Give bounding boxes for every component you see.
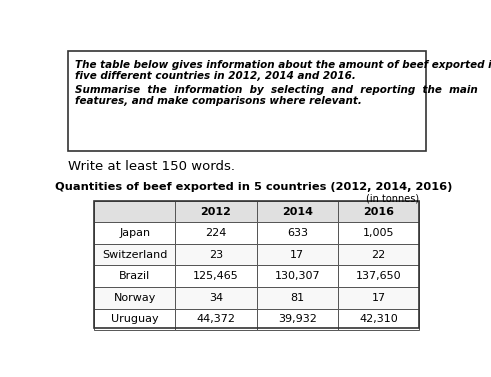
Bar xyxy=(338,244,419,265)
Bar xyxy=(257,309,338,330)
Text: 44,372: 44,372 xyxy=(196,314,236,324)
Text: 22: 22 xyxy=(372,250,386,260)
Text: Japan: Japan xyxy=(119,228,150,238)
Text: 137,650: 137,650 xyxy=(356,271,402,281)
Text: 17: 17 xyxy=(290,250,304,260)
Bar xyxy=(94,265,175,287)
Bar xyxy=(338,309,419,330)
Bar xyxy=(175,265,257,287)
Text: (in tonnes): (in tonnes) xyxy=(366,194,419,204)
Text: Brazil: Brazil xyxy=(119,271,150,281)
Text: 224: 224 xyxy=(205,228,227,238)
Text: five different countries in 2012, 2014 and 2016.: five different countries in 2012, 2014 a… xyxy=(75,70,356,81)
Bar xyxy=(94,222,175,244)
Bar xyxy=(257,244,338,265)
Bar xyxy=(94,244,175,265)
Text: features, and make comparisons where relevant.: features, and make comparisons where rel… xyxy=(75,96,362,106)
Bar xyxy=(175,201,257,222)
Text: 130,307: 130,307 xyxy=(274,271,320,281)
Text: 34: 34 xyxy=(209,293,223,303)
Bar xyxy=(338,287,419,309)
Text: Switzerland: Switzerland xyxy=(102,250,167,260)
Bar xyxy=(257,222,338,244)
Bar xyxy=(175,222,257,244)
Text: Uruguay: Uruguay xyxy=(111,314,159,324)
Text: 23: 23 xyxy=(209,250,223,260)
Bar xyxy=(257,287,338,309)
Text: 17: 17 xyxy=(372,293,386,303)
Bar xyxy=(175,244,257,265)
Text: 81: 81 xyxy=(290,293,304,303)
Text: 2012: 2012 xyxy=(200,207,231,216)
Text: 2016: 2016 xyxy=(363,207,394,216)
Bar xyxy=(94,201,175,222)
Bar xyxy=(175,309,257,330)
Bar xyxy=(68,51,426,151)
Text: Write at least 150 words.: Write at least 150 words. xyxy=(68,160,235,173)
Bar xyxy=(257,265,338,287)
Text: 1,005: 1,005 xyxy=(363,228,394,238)
Text: 2014: 2014 xyxy=(282,207,313,216)
Text: 42,310: 42,310 xyxy=(359,314,398,324)
Text: Norway: Norway xyxy=(113,293,156,303)
Text: 125,465: 125,465 xyxy=(193,271,239,281)
Text: Quantities of beef exported in 5 countries (2012, 2014, 2016): Quantities of beef exported in 5 countri… xyxy=(55,182,452,192)
Bar xyxy=(94,309,175,330)
Bar xyxy=(94,201,419,328)
Bar xyxy=(175,287,257,309)
Text: 39,932: 39,932 xyxy=(278,314,317,324)
Bar xyxy=(338,265,419,287)
Text: The table below gives information about the amount of beef exported in: The table below gives information about … xyxy=(75,60,491,70)
Text: Summarise  the  information  by  selecting  and  reporting  the  main: Summarise the information by selecting a… xyxy=(75,85,478,95)
Bar xyxy=(257,201,338,222)
Bar xyxy=(338,201,419,222)
Text: 633: 633 xyxy=(287,228,308,238)
Bar xyxy=(338,222,419,244)
Bar xyxy=(94,287,175,309)
